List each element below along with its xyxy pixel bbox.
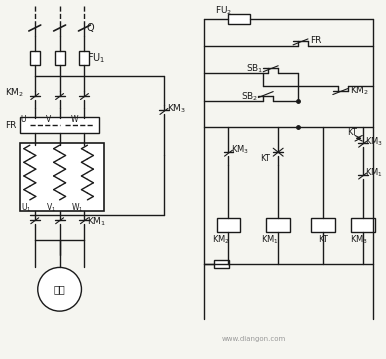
Text: KT: KT — [347, 128, 357, 137]
Bar — [229, 14, 251, 24]
Text: FU$_1$: FU$_1$ — [87, 51, 106, 65]
Text: V: V — [46, 115, 51, 124]
Text: KM$_3$: KM$_3$ — [365, 135, 383, 148]
Bar — [213, 261, 230, 269]
Text: KM$_1$: KM$_1$ — [87, 215, 107, 228]
Text: U: U — [21, 115, 26, 124]
Text: KM$_3$: KM$_3$ — [167, 102, 186, 115]
Text: Q: Q — [86, 23, 94, 33]
Bar — [30, 51, 40, 65]
Text: KM$_2$: KM$_2$ — [350, 84, 369, 97]
Text: KM$_1$: KM$_1$ — [261, 233, 279, 246]
Text: KT: KT — [260, 154, 270, 163]
Bar — [351, 218, 374, 232]
Bar — [266, 218, 290, 232]
Text: FR: FR — [310, 36, 321, 45]
Text: V$_1$: V$_1$ — [46, 201, 56, 214]
Text: KT: KT — [318, 235, 328, 244]
Bar — [80, 51, 90, 65]
Text: KM$_2$: KM$_2$ — [212, 233, 230, 246]
Text: FR: FR — [5, 121, 16, 130]
Bar — [55, 51, 64, 65]
Bar — [311, 218, 335, 232]
Text: KM$_3$: KM$_3$ — [350, 233, 368, 246]
Text: FU$_2$: FU$_2$ — [215, 5, 232, 17]
Text: SB$_1$: SB$_1$ — [246, 62, 264, 75]
Text: 转子: 转子 — [54, 284, 66, 294]
Text: KM$_2$: KM$_2$ — [5, 86, 24, 99]
Text: W: W — [71, 115, 78, 124]
Text: U$_1$: U$_1$ — [21, 201, 31, 214]
Text: W$_1$: W$_1$ — [71, 201, 83, 214]
Bar — [20, 117, 99, 133]
Circle shape — [38, 267, 81, 311]
Text: SB$_2$: SB$_2$ — [241, 90, 259, 103]
Bar — [217, 218, 240, 232]
Text: www.diangon.com: www.diangon.com — [221, 336, 286, 342]
Text: KM$_1$: KM$_1$ — [365, 167, 383, 179]
Text: KM$_3$: KM$_3$ — [232, 144, 250, 157]
Bar — [20, 143, 104, 211]
